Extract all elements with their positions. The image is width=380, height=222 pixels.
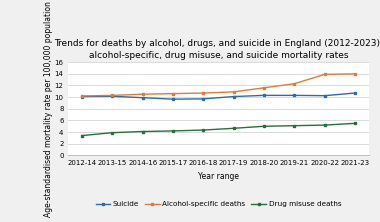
Alcohol-specific deaths — [171, 92, 175, 95]
Drug misuse deaths — [262, 125, 266, 128]
Y-axis label: Age-standardised mortality rate per 100,000 population: Age-standardised mortality rate per 100,… — [44, 1, 53, 217]
Suicide — [201, 97, 206, 100]
Alcohol-specific deaths — [141, 93, 145, 95]
Title: Trends for deaths by alcohol, drugs, and suicide in England (2012-2023):
alcohol: Trends for deaths by alcohol, drugs, and… — [54, 39, 380, 60]
Drug misuse deaths — [141, 130, 145, 133]
Suicide — [322, 94, 327, 97]
Alcohol-specific deaths — [201, 92, 206, 94]
Line: Suicide: Suicide — [81, 92, 356, 101]
Suicide — [353, 92, 357, 94]
Suicide — [171, 98, 175, 101]
Alcohol-specific deaths — [292, 82, 296, 85]
Drug misuse deaths — [171, 130, 175, 132]
Suicide — [262, 94, 266, 97]
Alcohol-specific deaths — [110, 94, 115, 97]
Drug misuse deaths — [201, 129, 206, 131]
Alcohol-specific deaths — [80, 95, 84, 97]
Legend: Suicide, Alcohol-specific deaths, Drug misuse deaths: Suicide, Alcohol-specific deaths, Drug m… — [93, 198, 344, 210]
Drug misuse deaths — [80, 134, 84, 137]
Alcohol-specific deaths — [322, 73, 327, 76]
Suicide — [231, 95, 236, 98]
Drug misuse deaths — [353, 122, 357, 125]
Alcohol-specific deaths — [231, 91, 236, 93]
Suicide — [80, 95, 84, 98]
Line: Alcohol-specific deaths: Alcohol-specific deaths — [81, 72, 356, 97]
Drug misuse deaths — [322, 124, 327, 127]
Alcohol-specific deaths — [353, 73, 357, 75]
Drug misuse deaths — [292, 124, 296, 127]
Alcohol-specific deaths — [262, 87, 266, 89]
X-axis label: Year range: Year range — [198, 172, 239, 181]
Suicide — [110, 95, 115, 98]
Line: Drug misuse deaths: Drug misuse deaths — [81, 122, 356, 137]
Drug misuse deaths — [231, 127, 236, 130]
Suicide — [141, 96, 145, 99]
Suicide — [292, 94, 296, 97]
Drug misuse deaths — [110, 131, 115, 134]
